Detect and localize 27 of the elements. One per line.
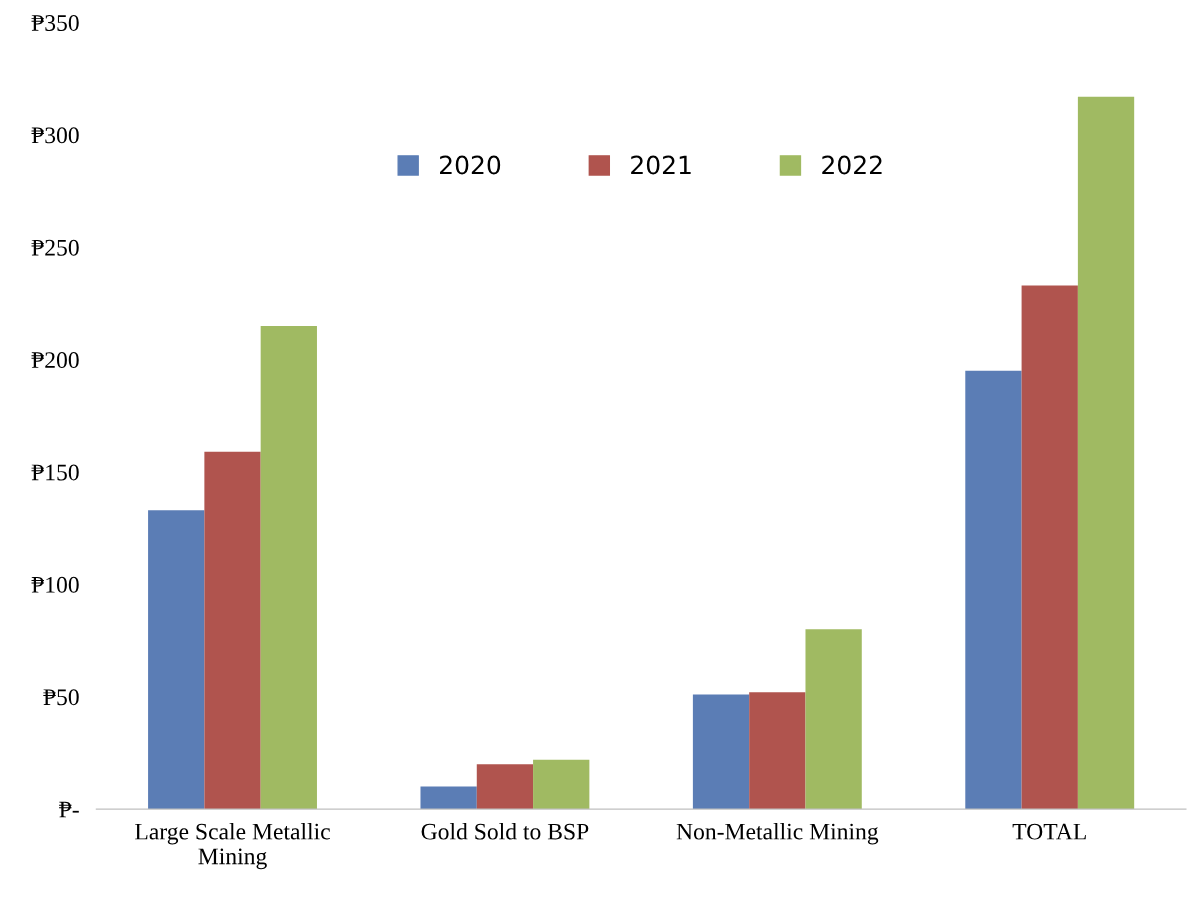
y-tick-label: ₱100 (31, 576, 79, 593)
bar (1077, 96, 1135, 810)
y-tick-label: ₱350 (31, 14, 79, 31)
y-tick-label: ₱300 (31, 127, 79, 144)
x-tick-label: Large Scale Metallic Mining (135, 822, 330, 870)
bar (476, 764, 534, 810)
y-tick-label: ₱250 (31, 239, 79, 256)
y-tick-label: ₱200 (31, 352, 79, 369)
bar (260, 325, 317, 810)
bar (965, 370, 1022, 810)
bar (805, 629, 862, 810)
bar (148, 510, 205, 810)
y-tick-label: ₱50 (43, 689, 79, 706)
y-tick-label: ₱- (59, 801, 79, 818)
x-tick-label: Gold Sold to BSP (421, 822, 589, 840)
bar (533, 759, 590, 810)
bar (692, 694, 750, 810)
bar (749, 692, 806, 810)
bar (1021, 285, 1078, 810)
legend-label: 2022 (822, 155, 882, 175)
bar (420, 786, 477, 810)
legend-label: 2020 (440, 155, 501, 175)
y-tick-label: ₱150 (31, 464, 79, 481)
x-tick-label: TOTAL (1012, 823, 1086, 840)
x-tick-label: Non-Metallic Mining (676, 822, 879, 845)
bar (204, 451, 261, 810)
legend-label: 2021 (631, 155, 691, 175)
